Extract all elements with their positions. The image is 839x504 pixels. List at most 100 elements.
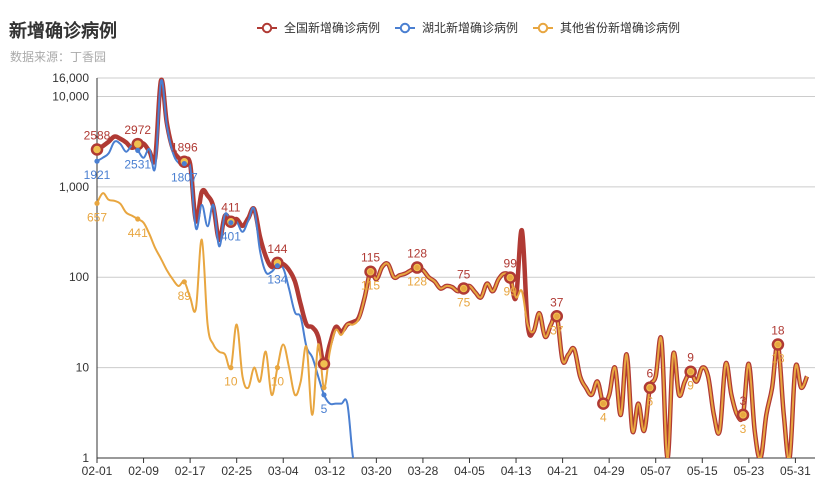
data-label: 18	[771, 324, 785, 338]
data-label: 3	[740, 394, 747, 408]
data-label: 3	[740, 422, 747, 436]
data-label: 2972	[124, 123, 151, 137]
data-label: 411	[221, 201, 240, 215]
x-tick-label: 05-07	[640, 464, 671, 478]
y-tick-label: 10	[76, 361, 90, 375]
data-label: 128	[407, 247, 427, 261]
data-label: 37	[550, 323, 564, 337]
series-marker	[90, 143, 104, 156]
x-tick-label: 05-23	[733, 464, 764, 478]
series-line-1	[97, 79, 355, 458]
series-marker	[228, 365, 234, 371]
x-tick-label: 04-21	[547, 464, 578, 478]
y-tick-label: 100	[69, 270, 89, 284]
data-label: 134	[267, 273, 287, 287]
data-label: 128	[407, 275, 427, 289]
series-marker	[135, 147, 141, 153]
x-tick-label: 04-13	[501, 464, 532, 478]
data-label: 1807	[171, 171, 198, 185]
x-tick-label: 05-31	[780, 464, 811, 478]
data-label: 115	[361, 251, 380, 265]
data-label: 89	[178, 289, 192, 303]
chart-subtitle: 数据来源：丁香园	[10, 49, 106, 64]
series-marker	[181, 161, 187, 167]
data-label: 99	[504, 285, 518, 299]
data-label: 9	[687, 379, 694, 393]
data-label: 99	[504, 257, 518, 271]
data-label: 401	[221, 230, 241, 244]
data-label: 1921	[84, 168, 111, 182]
data-label: 75	[457, 296, 471, 310]
series-marker	[507, 275, 513, 281]
data-label: 441	[128, 226, 148, 240]
y-tick-label: 1,000	[59, 180, 89, 194]
series-marker	[274, 263, 281, 269]
data-label: 144	[267, 242, 287, 256]
x-tick-label: 05-15	[687, 464, 718, 478]
data-label: 115	[361, 279, 380, 293]
y-axis-ticks: 1 10 100 1,000 10,000 16,000	[52, 71, 98, 465]
data-label: 6	[647, 367, 654, 381]
data-label: 2531	[124, 157, 151, 171]
series-line-2	[97, 192, 808, 458]
data-label: 18	[771, 352, 785, 366]
x-tick-label: 02-09	[128, 464, 159, 478]
legend-swatch-marker	[399, 22, 411, 34]
data-label: 4	[600, 411, 607, 425]
series-marker	[367, 269, 374, 275]
series-marker	[94, 200, 100, 206]
series-marker	[317, 357, 331, 371]
legend-label[interactable]: 湖北新增确诊病例	[422, 20, 518, 35]
data-label: 1896	[171, 141, 198, 155]
series-marker	[274, 365, 281, 371]
x-tick-label: 03-28	[408, 464, 439, 478]
y-tick-label: 10,000	[52, 89, 89, 103]
series-marker	[181, 279, 187, 285]
data-label: 9	[687, 351, 694, 365]
y-tick-label: 1	[82, 451, 89, 465]
x-axis: 02-01 02-09 02-17 02-25 03-04 03-12 03-20 03-28…	[82, 457, 815, 478]
legend: 全国新增确诊病例 湖北新增确诊病例 其他省份新增确诊病例	[257, 20, 680, 35]
series-marker	[688, 369, 694, 375]
legend-label[interactable]: 其他省份新增确诊病例	[560, 20, 680, 35]
y-tick-label: 16,000	[52, 71, 89, 85]
series-markers	[90, 137, 785, 422]
series-marker	[131, 137, 144, 151]
x-tick-label: 03-12	[314, 464, 345, 478]
series-lines	[97, 77, 810, 458]
data-label: 10	[224, 375, 238, 389]
series-marker	[461, 285, 467, 292]
series-marker	[135, 216, 141, 222]
data-label: 657	[87, 210, 107, 224]
x-tick-label: 04-05	[454, 464, 485, 478]
data-label: 75	[457, 268, 471, 282]
chart-title: 新增确诊病例	[9, 20, 117, 42]
data-label: 2588	[84, 129, 111, 143]
data-label: 37	[550, 295, 564, 309]
legend-label[interactable]: 全国新增确诊病例	[284, 20, 380, 35]
series-marker	[94, 158, 100, 164]
series-marker	[321, 392, 327, 398]
x-tick-label: 03-04	[268, 464, 299, 478]
x-tick-label: 02-25	[221, 464, 252, 478]
data-label: 5	[321, 402, 328, 416]
series-marker	[321, 385, 327, 391]
series-marker	[740, 412, 746, 418]
series-marker	[775, 341, 781, 348]
x-tick-label: 04-29	[594, 464, 625, 478]
x-tick-label: 02-01	[82, 464, 113, 478]
series-marker	[414, 264, 420, 271]
x-tick-label: 03-20	[361, 464, 392, 478]
series-marker	[600, 400, 606, 407]
series-marker	[554, 313, 560, 319]
series-marker	[228, 220, 234, 226]
x-tick-label: 02-17	[175, 464, 206, 478]
data-label: 10	[271, 375, 285, 389]
series-marker	[647, 385, 653, 391]
legend-swatch-marker	[261, 22, 273, 34]
legend-swatch-marker	[537, 22, 549, 34]
data-label: 6	[647, 395, 654, 409]
